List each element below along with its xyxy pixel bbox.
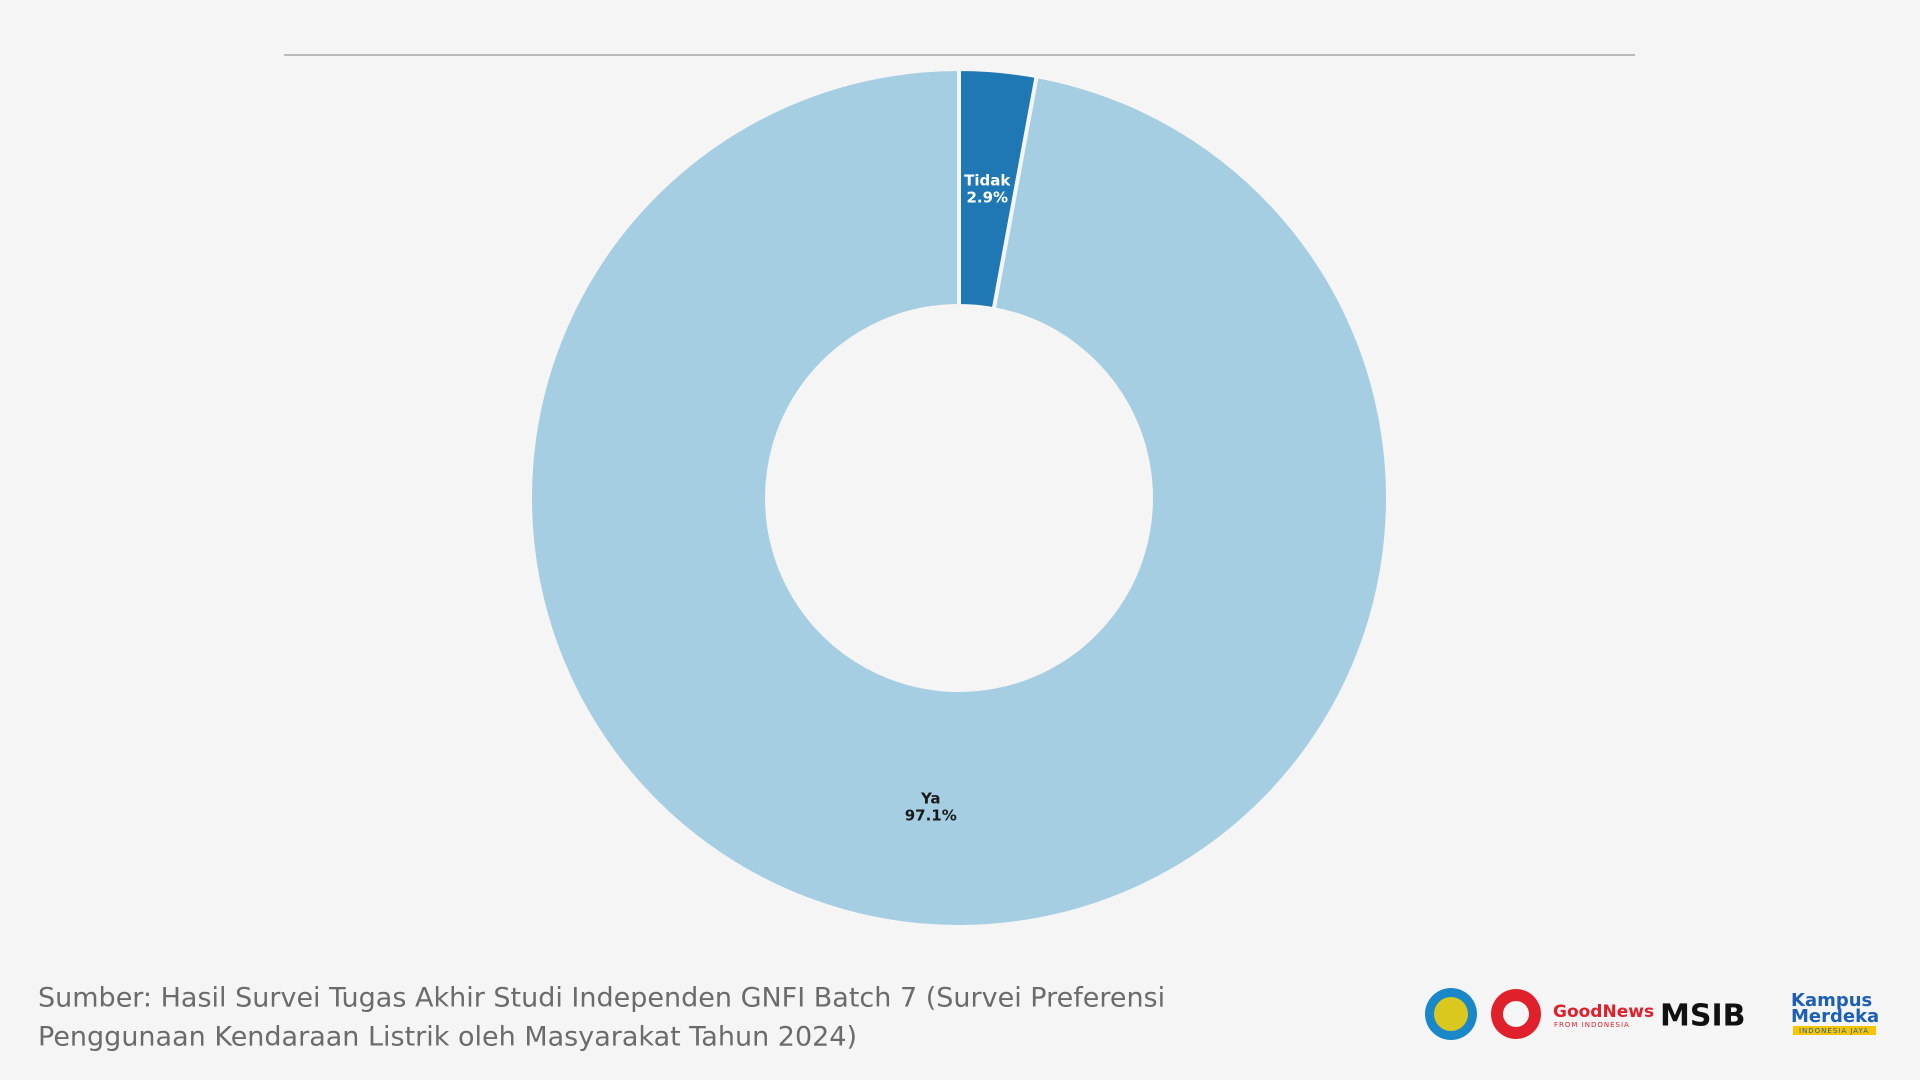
jaya-bar (1793, 1026, 1876, 1035)
source-line: Penggunaan Kendaraan Listrik oleh Masyar… (38, 1022, 857, 1053)
msib-logo: MSIB (1660, 999, 1746, 1034)
goodnews-logo: GoodNews (1553, 1002, 1654, 1022)
slice-label: Tidak (964, 171, 1011, 189)
source-line: Sumber: Hasil Survei Tugas Akhir Studi I… (38, 983, 1165, 1014)
merdeka-logo: Merdeka (1791, 1006, 1879, 1027)
goodnews-tagline: FROM INDONESIA (1554, 1021, 1630, 1029)
slice-label: Ya (920, 790, 941, 808)
g-logo-inner (1503, 1001, 1529, 1027)
donut-slice (528, 67, 1390, 929)
jaya-text: INDONESIA JAYA (1799, 1027, 1869, 1035)
logos: GoodNews FROM INDONESIA MSIB Kampus Merd… (1425, 988, 1879, 1040)
kampus-logo: Kampus (1791, 990, 1872, 1011)
slice-value-label: 2.9% (966, 188, 1008, 206)
emblem-inner (1434, 997, 1468, 1031)
slice-value-label: 97.1% (905, 807, 957, 825)
